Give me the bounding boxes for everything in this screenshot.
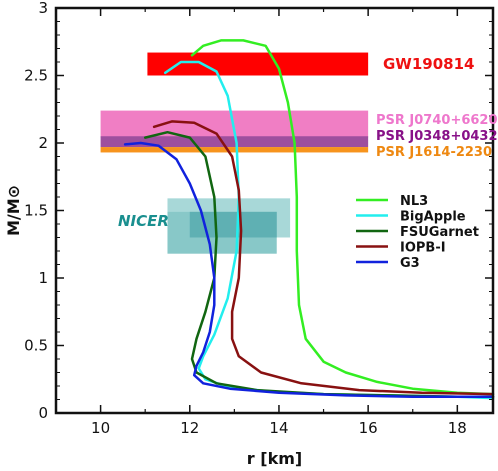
x-tick-label: 18 (448, 419, 467, 437)
series-line-g3 (123, 141, 495, 399)
x-axis-title: r [km] (247, 449, 302, 468)
band-3 (100, 147, 369, 153)
x-tick-label: 10 (91, 419, 110, 437)
series-line-iopb-i (152, 120, 495, 396)
band-0 (147, 52, 369, 76)
series-layer (123, 39, 495, 400)
legend-label-iopb-i: IOPB-I (400, 241, 446, 256)
band-2 (100, 136, 369, 148)
band-label-3: PSR J1614-2230 (376, 145, 492, 160)
legend-label-g3: G3 (400, 256, 420, 271)
nicer-label: NICER (118, 212, 169, 230)
y-tick-label: 2.5 (24, 67, 48, 85)
y-tick-label: 0.5 (24, 337, 48, 355)
band-label-2: PSR J0348+0432 (376, 129, 498, 144)
legend-label-fsugarnet: FSUGarnet (400, 225, 479, 240)
bands-layer (100, 52, 369, 254)
y-tick-label: 0 (38, 404, 48, 422)
ticks-layer: 10 12 14 16 18 0 0.5 1 1.5 2 2.5 3 (24, 0, 493, 437)
band-label-0: GW190814 (383, 55, 474, 73)
x-tick-label: 12 (180, 419, 199, 437)
y-tick-label: 1 (38, 269, 48, 287)
y-axis-title: M/M⊙ (4, 185, 23, 236)
x-tick-label: 16 (359, 419, 378, 437)
legend-label-nl3: NL3 (400, 194, 428, 209)
x-tick-label: 14 (269, 419, 288, 437)
band-label-1: PSR J0740+6620 (376, 113, 498, 128)
legend-label-bigapple: BigApple (400, 210, 466, 225)
y-tick-label: 2 (38, 134, 48, 152)
series-line-nl3 (190, 39, 495, 396)
y-tick-label: 3 (38, 0, 48, 17)
y-tick-label: 1.5 (24, 202, 48, 220)
